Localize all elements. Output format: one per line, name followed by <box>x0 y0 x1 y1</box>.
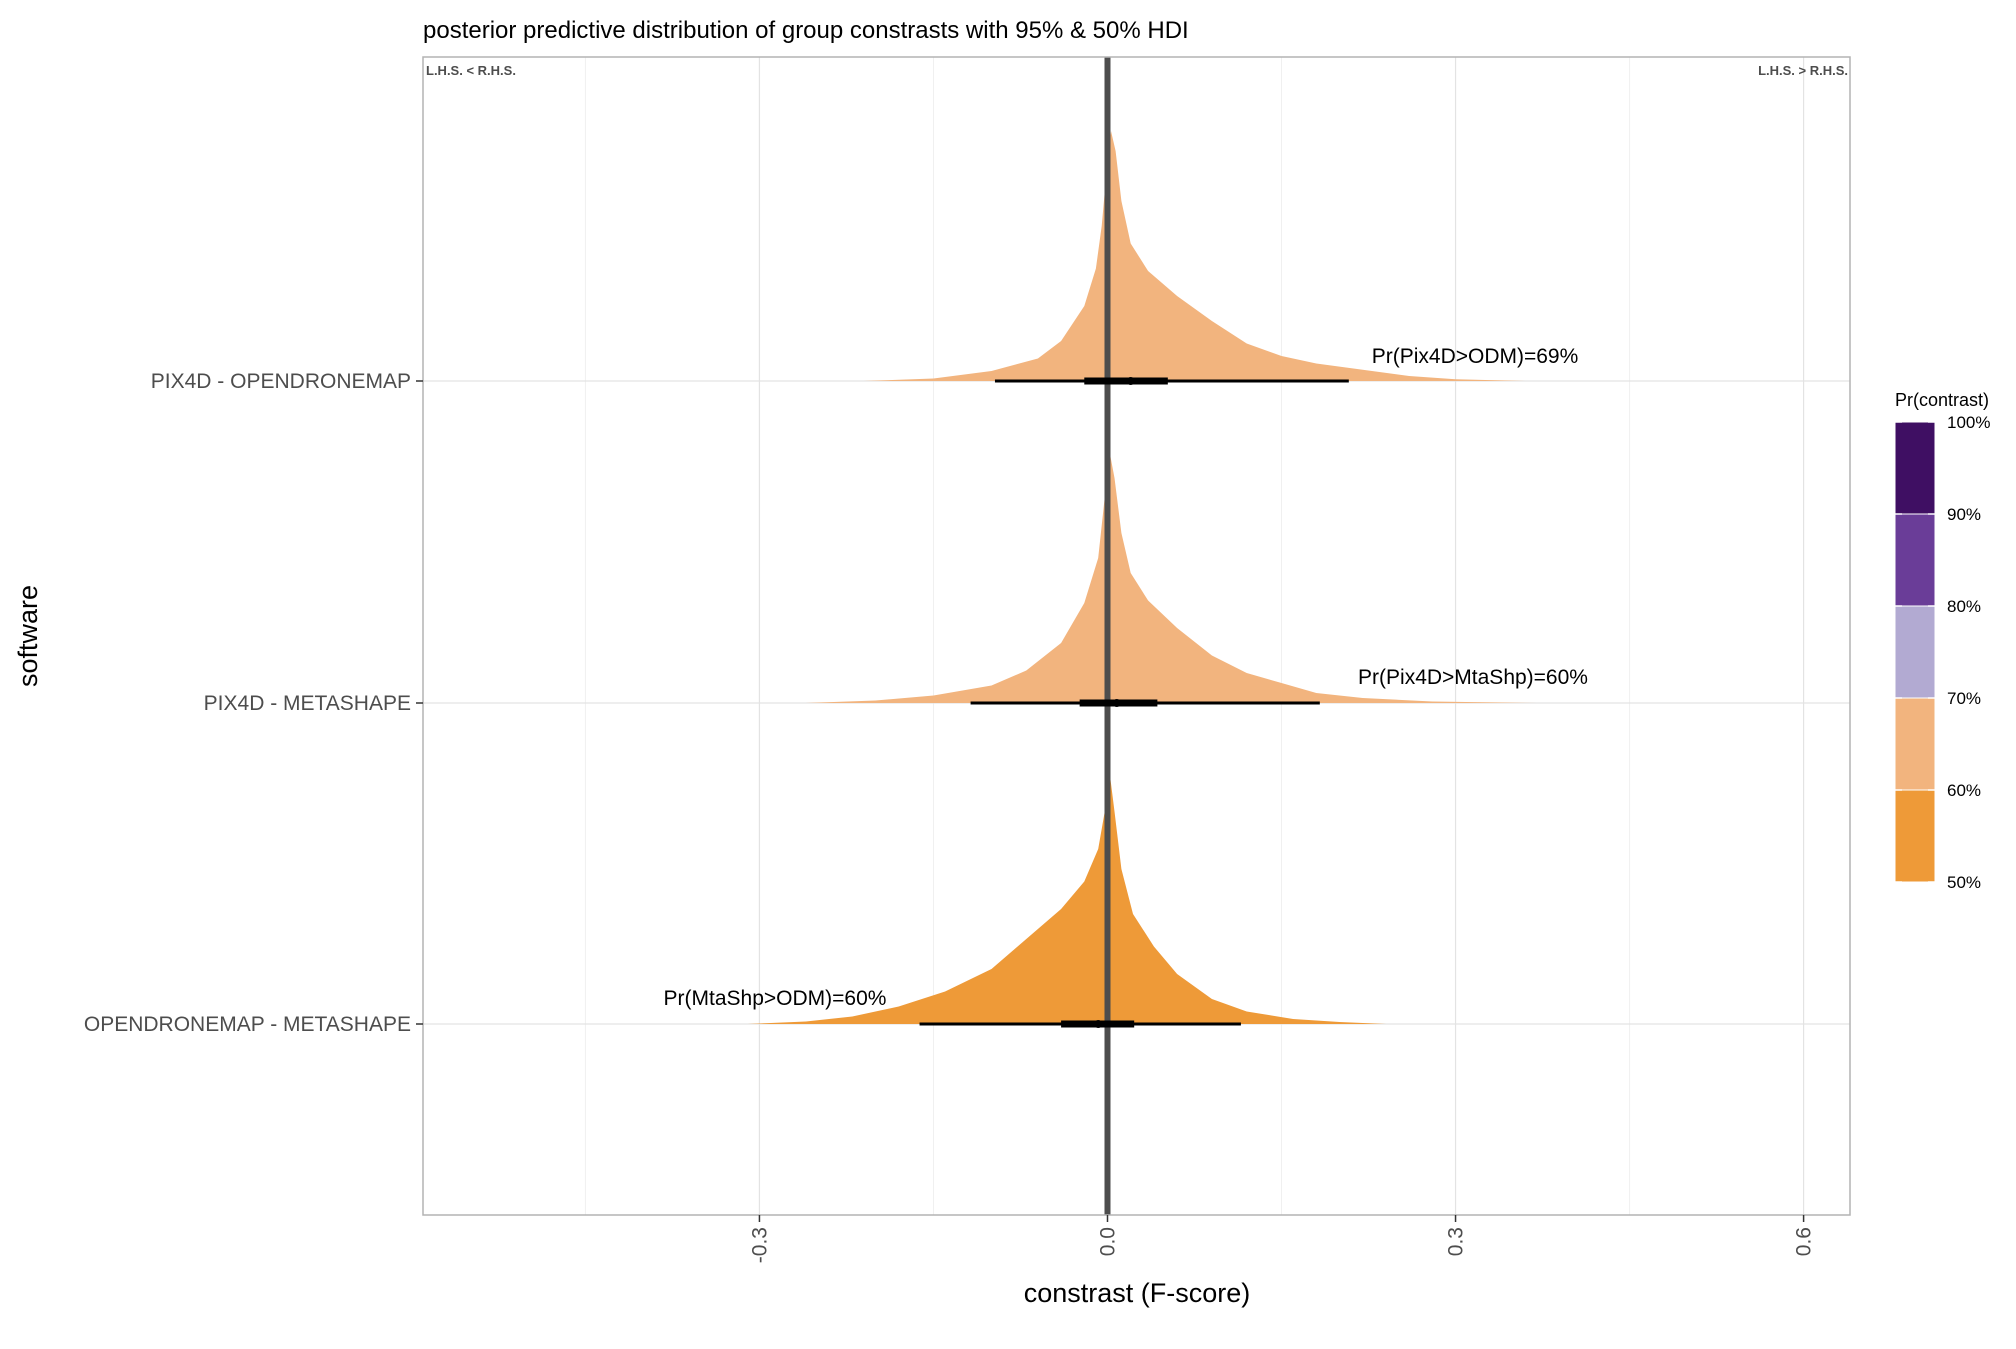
legend-color-segment <box>1894 697 1936 791</box>
legend-label: 50% <box>1947 873 1981 892</box>
x-axis-ticks: -0.3 0.0 0.3 0.6 <box>748 1215 1816 1263</box>
y-axis-label: software <box>13 585 43 687</box>
probability-annotation: Pr(MtaShp>ODM)=60% <box>664 987 887 1010</box>
legend-label: 60% <box>1947 781 1981 800</box>
legend-color-segment <box>1894 605 1936 699</box>
y-tick-label: OPENDRONEMAP - METASHAPE <box>84 1013 411 1036</box>
probability-annotations: Pr(Pix4D>ODM)=69% Pr(Pix4D>MtaShp)=60% Pr(… <box>664 345 1588 1010</box>
density-slab <box>747 774 1386 1024</box>
density-slab <box>805 453 1537 703</box>
density-layer <box>747 131 1537 1024</box>
x-tick-label: 0.3 <box>1445 1227 1468 1256</box>
corner-label-left: L.H.S. < R.H.S. <box>426 63 516 78</box>
median-point <box>1126 377 1135 385</box>
legend-color-segment <box>1894 513 1936 607</box>
x-axis-label: constrast (F-score) <box>1024 1278 1251 1308</box>
probability-annotation: Pr(Pix4D>ODM)=69% <box>1372 345 1579 368</box>
legend-label: 100% <box>1947 413 1990 432</box>
legend: Pr(contrast) 100% 90% 80% 70% 60% 50% <box>1894 390 1990 892</box>
plot-panel-border <box>422 56 1851 1216</box>
legend-color-segment <box>1894 421 1936 515</box>
y-tick-label: PIX4D - METASHAPE <box>204 692 411 715</box>
x-tick-label: -0.3 <box>748 1227 771 1263</box>
probability-annotation: Pr(Pix4D>MtaShp)=60% <box>1358 666 1588 689</box>
median-point <box>1112 699 1121 707</box>
legend-label: 80% <box>1947 597 1981 616</box>
x-tick-label: 0.6 <box>1793 1227 1816 1256</box>
chart-title: posterior predictive distribution of gro… <box>423 17 1189 44</box>
y-tick-label: PIX4D - OPENDRONEMAP <box>151 370 411 393</box>
corner-label-right: L.H.S. > R.H.S. <box>1758 63 1848 78</box>
legend-color-segment <box>1894 789 1936 883</box>
hdi-intervals <box>919 377 1349 1028</box>
legend-label: 70% <box>1947 689 1981 708</box>
median-point <box>1094 1020 1103 1028</box>
x-tick-label: 0.0 <box>1096 1227 1119 1256</box>
y-axis-ticks: PIX4D - OPENDRONEMAP PIX4D - METASHAPE OPE… <box>84 370 423 1036</box>
legend-label: 90% <box>1947 505 1981 524</box>
legend-title: Pr(contrast) <box>1895 390 1989 410</box>
density-slab <box>863 131 1526 381</box>
